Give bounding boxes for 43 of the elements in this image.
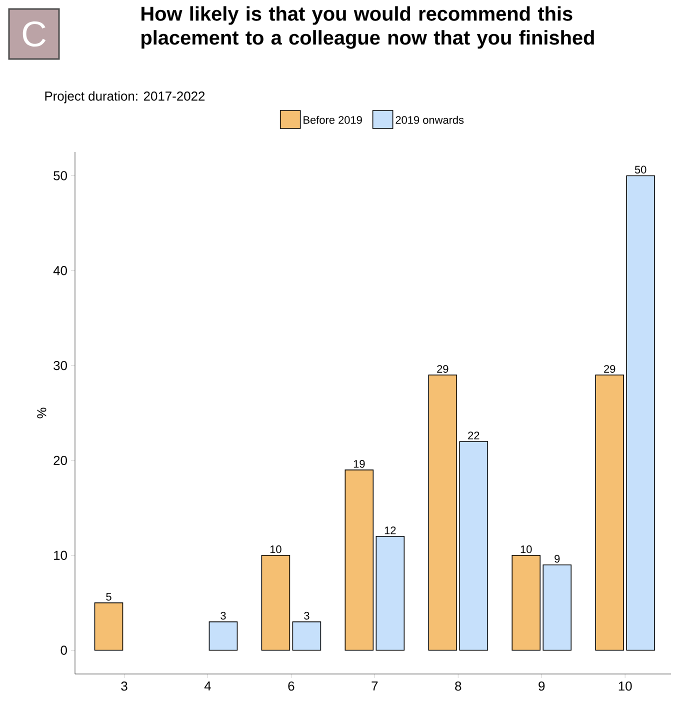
bar	[94, 602, 124, 651]
y-tick-label: 0	[60, 646, 67, 655]
bar	[344, 470, 374, 651]
bar	[261, 554, 290, 651]
bar	[626, 175, 655, 651]
y-tick-label: 50	[54, 171, 67, 180]
data-label: 5	[106, 592, 112, 601]
y-tick-label: 20	[54, 456, 67, 466]
bar	[512, 554, 541, 651]
chart-subtitle: Project duration: 2017-2022	[45, 91, 205, 104]
x-tick-label: 7	[372, 682, 378, 690]
data-label: 22	[468, 432, 480, 440]
data-label: 50	[634, 166, 646, 174]
legend-label: 2019 onwards	[396, 116, 464, 124]
chart-title: How likely is that you would recommend this placement to a colleague now that you finished	[142, 6, 594, 49]
data-label: 29	[604, 365, 616, 373]
data-label: 19	[354, 460, 365, 468]
x-tick-label: 3	[121, 682, 128, 691]
y-axis-title: %	[37, 408, 46, 418]
y-tick-label: 10	[54, 550, 67, 560]
legend-label: Before 2019	[304, 116, 362, 124]
bar	[292, 621, 322, 651]
x-tick-label: 4	[204, 682, 211, 690]
bar	[376, 536, 405, 651]
bar	[459, 441, 488, 651]
bar	[595, 374, 624, 651]
x-tick-label: 6	[288, 682, 294, 691]
y-tick-label: 40	[53, 266, 67, 276]
data-label: 12	[384, 526, 396, 534]
data-label: 3	[304, 612, 310, 620]
bar	[208, 621, 238, 651]
y-tick-label: 30	[54, 360, 67, 370]
text: C	[22, 21, 46, 47]
data-label: 29	[437, 365, 448, 373]
x-tick-label: 8	[455, 682, 462, 691]
data-label: 10	[270, 545, 282, 554]
x-tick-label: 10	[618, 682, 632, 691]
data-label: 10	[520, 545, 532, 554]
x-tick-label: 9	[538, 682, 545, 691]
data-label: 3	[220, 612, 226, 620]
data-label: 9	[554, 554, 560, 563]
bar	[428, 374, 458, 651]
bar	[542, 564, 572, 651]
